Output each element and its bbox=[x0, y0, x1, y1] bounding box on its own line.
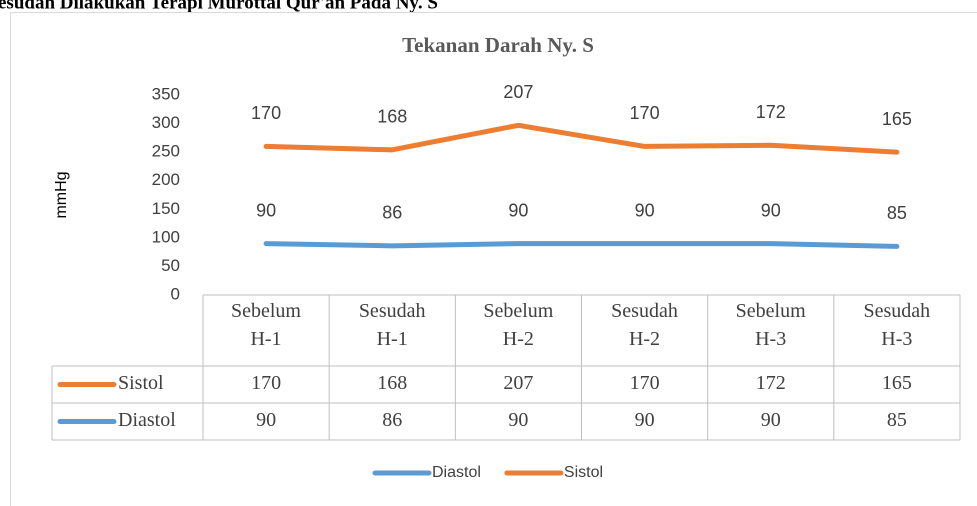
category-label: Sebelum H-3 bbox=[735, 300, 806, 350]
table-value: 85 bbox=[887, 409, 907, 431]
y-tick-label: 200 bbox=[152, 170, 180, 189]
table-series-name: Sistol bbox=[118, 372, 164, 394]
table-series-name: Diastol bbox=[118, 409, 176, 431]
table-value: 90 bbox=[761, 409, 781, 431]
data-label: 207 bbox=[503, 82, 533, 102]
y-tick-label: 300 bbox=[152, 113, 180, 132]
data-label: 165 bbox=[882, 109, 912, 129]
caption: esudah Dilakukan Terapi Murottal Qur'an … bbox=[0, 0, 438, 13]
data-label: 170 bbox=[630, 103, 660, 123]
table-value: 168 bbox=[377, 372, 407, 394]
data-label: 90 bbox=[508, 200, 528, 220]
y-tick-label: 100 bbox=[152, 227, 180, 246]
table-value: 170 bbox=[630, 372, 660, 394]
series-line bbox=[263, 122, 900, 155]
legend-label: Diastol bbox=[432, 464, 481, 481]
data-label: 85 bbox=[887, 203, 907, 223]
data-label: 172 bbox=[756, 102, 786, 122]
series-line bbox=[263, 241, 900, 249]
data-label: 90 bbox=[256, 200, 276, 220]
data-label: 170 bbox=[251, 103, 281, 123]
table-value: 90 bbox=[508, 409, 528, 431]
category-label: Sebelum H-2 bbox=[483, 300, 554, 350]
category-label: Sesudah H-2 bbox=[611, 300, 678, 350]
category-label: Sesudah H-1 bbox=[358, 300, 426, 350]
table-value: 172 bbox=[756, 372, 786, 394]
category-label: Sebelum H-1 bbox=[231, 300, 301, 350]
y-axis-label: mmHg bbox=[53, 171, 70, 218]
category-label: Sesudah H-3 bbox=[863, 300, 931, 350]
data-label: 90 bbox=[635, 200, 655, 220]
table-value: 165 bbox=[882, 372, 912, 394]
data-label: 168 bbox=[377, 107, 407, 127]
table-value: 90 bbox=[635, 409, 655, 431]
chart-border bbox=[10, 12, 977, 506]
legend-label: Sistol bbox=[564, 464, 603, 481]
y-tick-label: 0 bbox=[171, 284, 180, 303]
y-tick-label: 50 bbox=[161, 256, 180, 275]
table-value: 86 bbox=[382, 409, 402, 431]
y-tick-label: 150 bbox=[152, 199, 180, 218]
data-label: 90 bbox=[761, 200, 781, 220]
chart-title: Tekanan Darah Ny. S bbox=[402, 33, 594, 57]
table-value: 90 bbox=[256, 409, 276, 431]
y-tick-label: 250 bbox=[152, 142, 180, 161]
table-value: 207 bbox=[503, 372, 533, 394]
table-value: 170 bbox=[251, 372, 281, 394]
data-label: 86 bbox=[382, 203, 402, 223]
y-tick-label: 350 bbox=[152, 84, 180, 103]
